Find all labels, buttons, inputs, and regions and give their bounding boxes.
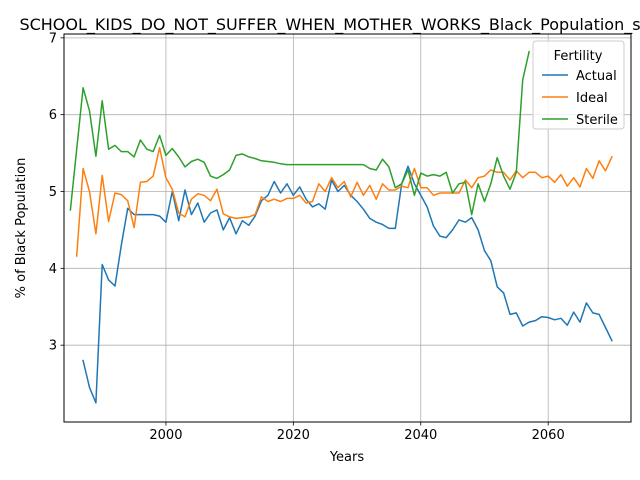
y-tick-label: 5 [49,185,57,200]
x-tick-label: 2000 [149,428,182,443]
legend-title: Fertility [554,49,603,64]
x-tick-label: 2020 [277,428,310,443]
x-tick-label: 2060 [532,428,565,443]
y-axis-label: % of Black Population [14,158,29,299]
legend-items: Actual Ideal Sterile [542,69,618,128]
series-lines [69,50,613,404]
plot-area-frame [63,33,632,423]
legend: Fertility Actual Ideal Sterile [532,40,625,130]
y-tick-label: 4 [49,262,57,277]
chart-title: SCHOOL_KIDS_DO_NOT_SUFFER_WHEN_MOTHER_WO… [19,15,640,35]
x-tick-label: 2040 [404,428,437,443]
legend-label-ideal: Ideal [576,91,608,106]
y-tick-label: 3 [49,339,57,354]
y-tick-label: 6 [49,108,57,123]
x-axis-label: Years [329,450,365,465]
series-line-sterile [69,50,530,216]
series-line-ideal [75,146,613,257]
legend-label-actual: Actual [576,69,617,84]
x-axis-ticks: 2000 2020 2040 2060 [149,422,565,443]
legend-label-sterile: Sterile [576,113,618,128]
legend-box [532,40,625,130]
y-tick-label: 7 [49,31,57,46]
y-axis-ticks: 3 4 5 6 7 [49,31,64,354]
